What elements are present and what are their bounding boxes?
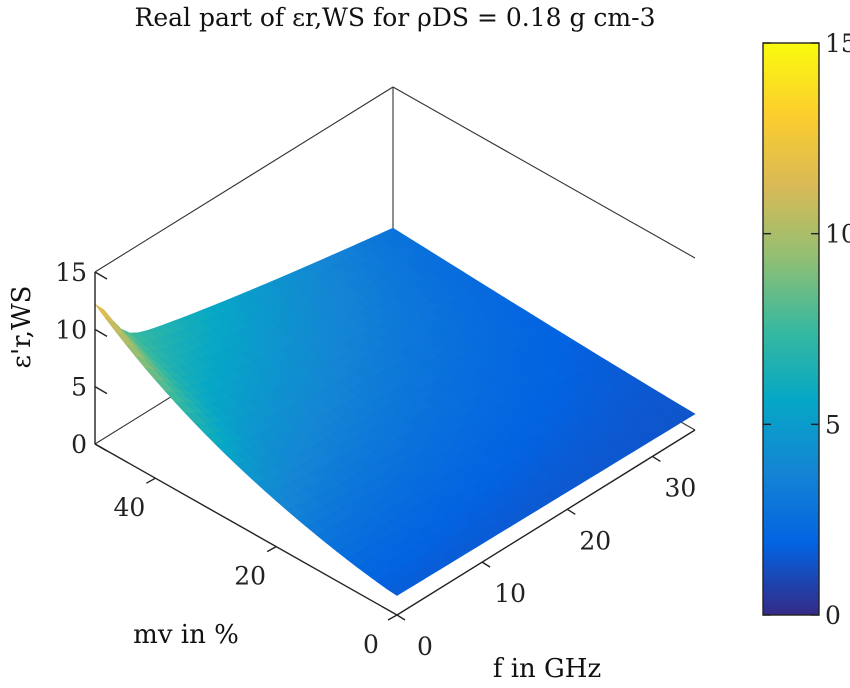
z-tick-label: 0 xyxy=(71,430,87,459)
z-tick-mark xyxy=(94,328,108,337)
y-tick-mark xyxy=(266,545,277,553)
y-axis-line xyxy=(94,443,398,616)
x-tick-mark xyxy=(481,561,491,568)
z-tick-label: 10 xyxy=(55,315,87,344)
x-tick-label: 30 xyxy=(665,473,697,502)
x-axis-label: f in GHz xyxy=(493,654,601,684)
axis-ticks: 0 10 20 30 0 20 40 0 5 10 15 xyxy=(55,258,696,661)
y-tick-label: 20 xyxy=(234,562,266,591)
x-tick-mark xyxy=(652,455,661,463)
z-tick-mark xyxy=(94,271,108,280)
box-edge xyxy=(392,86,696,259)
colorbar-tick-label: 5 xyxy=(825,410,841,439)
x-axis-line xyxy=(396,429,696,616)
x-tick-label: 0 xyxy=(417,632,433,661)
colorbar-tick-label: 10 xyxy=(825,220,850,249)
y-tick-mark xyxy=(146,477,156,484)
x-tick-label: 20 xyxy=(579,526,611,555)
z-axis-label: ε'r,WS xyxy=(7,286,37,369)
surface-patch xyxy=(104,317,125,336)
y-tick-label: 0 xyxy=(363,630,379,659)
surface-patch xyxy=(386,583,407,596)
y-tick-label: 40 xyxy=(113,493,145,522)
z-tick-mark xyxy=(94,443,108,452)
y-axis-label: mv in % xyxy=(133,620,239,650)
box-edge xyxy=(94,86,394,273)
axes-box-front xyxy=(94,272,696,616)
z-tick-label: 15 xyxy=(55,258,87,287)
z-tick-mark xyxy=(94,386,108,395)
surface-plot xyxy=(94,227,696,596)
z-tick-label: 5 xyxy=(71,373,87,402)
x-tick-label: 10 xyxy=(494,579,526,608)
colorbar-gradient xyxy=(762,42,820,616)
surface-patch xyxy=(94,303,115,323)
colorbar-tick-label: 0 xyxy=(825,601,841,630)
colorbar: 0 5 10 15 xyxy=(762,29,850,630)
x-tick-mark xyxy=(396,614,406,621)
colorbar-tick-label: 15 xyxy=(825,29,850,58)
x-tick-mark xyxy=(566,508,576,515)
chart-title: Real part of εr,WS for ρDS = 0.18 g cm-3 xyxy=(135,3,656,32)
y-tick-mark xyxy=(387,614,398,621)
